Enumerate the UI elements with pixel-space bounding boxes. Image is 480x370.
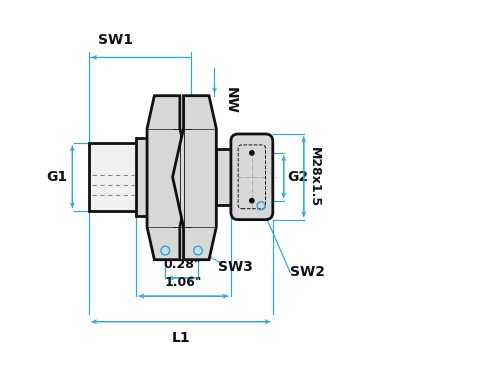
Text: L1: L1 xyxy=(171,331,190,345)
Bar xyxy=(136,138,147,216)
Bar xyxy=(89,143,138,211)
Text: 1.06": 1.06" xyxy=(165,276,202,289)
Circle shape xyxy=(250,198,254,203)
Text: 0.28": 0.28" xyxy=(163,258,201,270)
Text: SW2: SW2 xyxy=(290,265,325,279)
Circle shape xyxy=(250,151,254,155)
Bar xyxy=(216,149,231,205)
Text: G1: G1 xyxy=(46,170,67,184)
FancyBboxPatch shape xyxy=(231,134,273,220)
Polygon shape xyxy=(147,96,191,260)
Text: SW1: SW1 xyxy=(97,33,132,47)
Text: G2: G2 xyxy=(288,170,309,184)
Polygon shape xyxy=(173,96,216,260)
Text: NW: NW xyxy=(224,87,238,114)
Text: M28x1.5: M28x1.5 xyxy=(307,147,321,207)
Text: SW3: SW3 xyxy=(218,260,253,274)
